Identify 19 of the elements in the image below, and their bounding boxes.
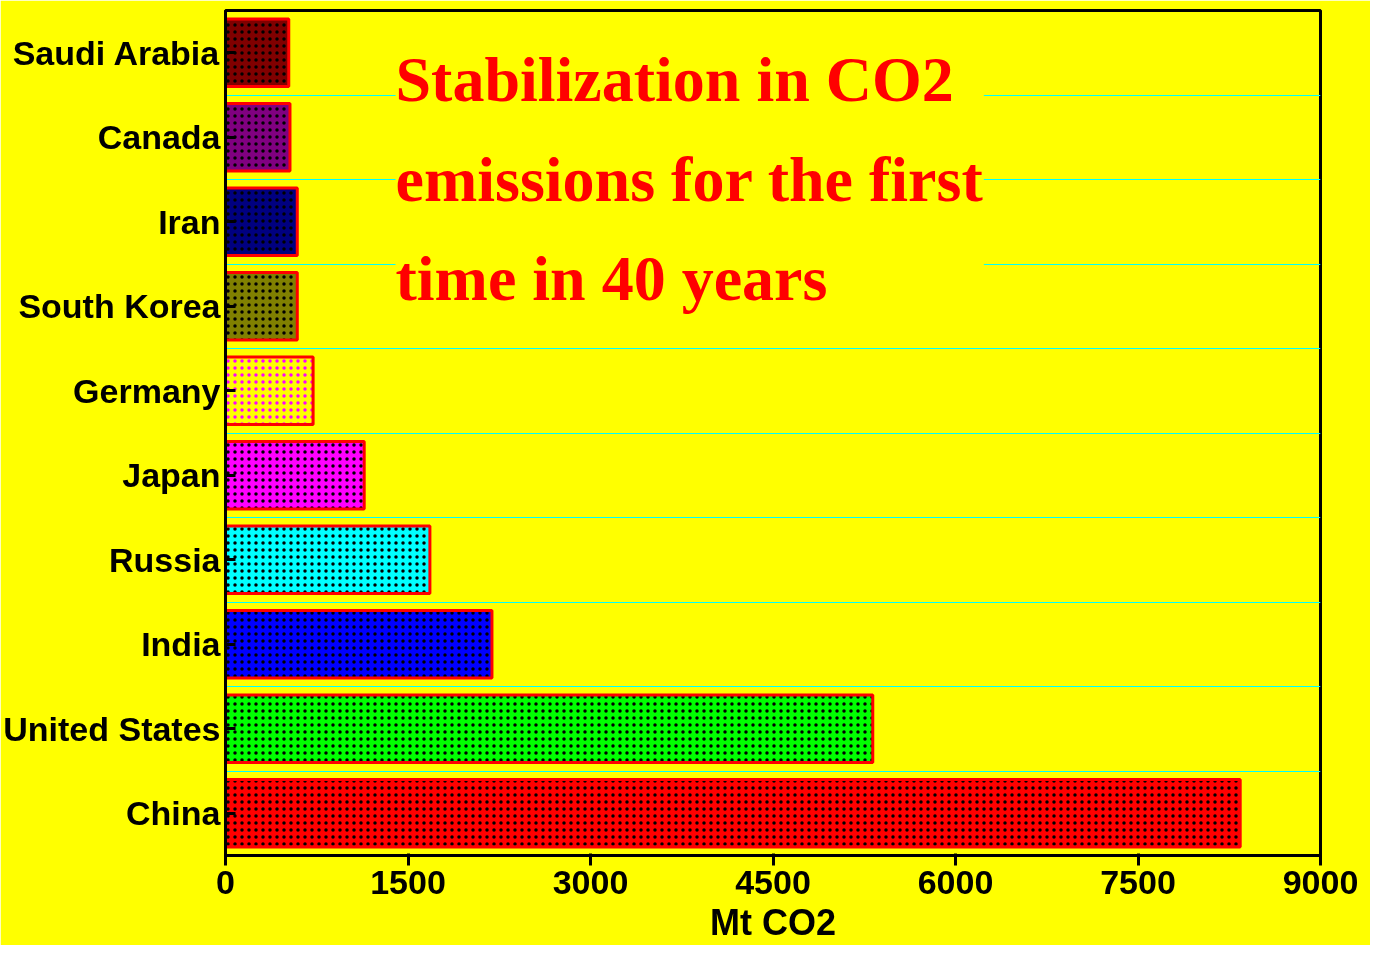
y-tick-label: United States: [3, 709, 221, 748]
x-tick-label: 7500: [1100, 862, 1176, 901]
x-axis-title: Mt CO2: [710, 901, 836, 943]
annotation: Stabilization in CO2 emissions for the first time in 40 years: [395, 44, 984, 315]
y-tick-label: Saudi Arabia: [12, 33, 221, 72]
x-tick-label: 6000: [917, 862, 994, 901]
y-tick-label: South Korea: [18, 287, 222, 326]
y-tick-label: Germany: [73, 371, 221, 410]
x-tick-label: 1500: [370, 862, 446, 901]
x-tick-label: 9000: [1282, 862, 1359, 901]
y-tick-label: China: [126, 794, 222, 833]
y-tick-label: India: [141, 625, 222, 664]
y-tick-label: Iran: [158, 202, 221, 241]
x-tick-label: 0: [216, 862, 235, 901]
y-tick-label: Canada: [97, 118, 222, 157]
x-tick-label: 4500: [735, 862, 811, 901]
y-tick-label: Japan: [122, 456, 221, 495]
x-tick-label: 3000: [552, 862, 629, 901]
y-tick-label: Russia: [109, 540, 222, 579]
